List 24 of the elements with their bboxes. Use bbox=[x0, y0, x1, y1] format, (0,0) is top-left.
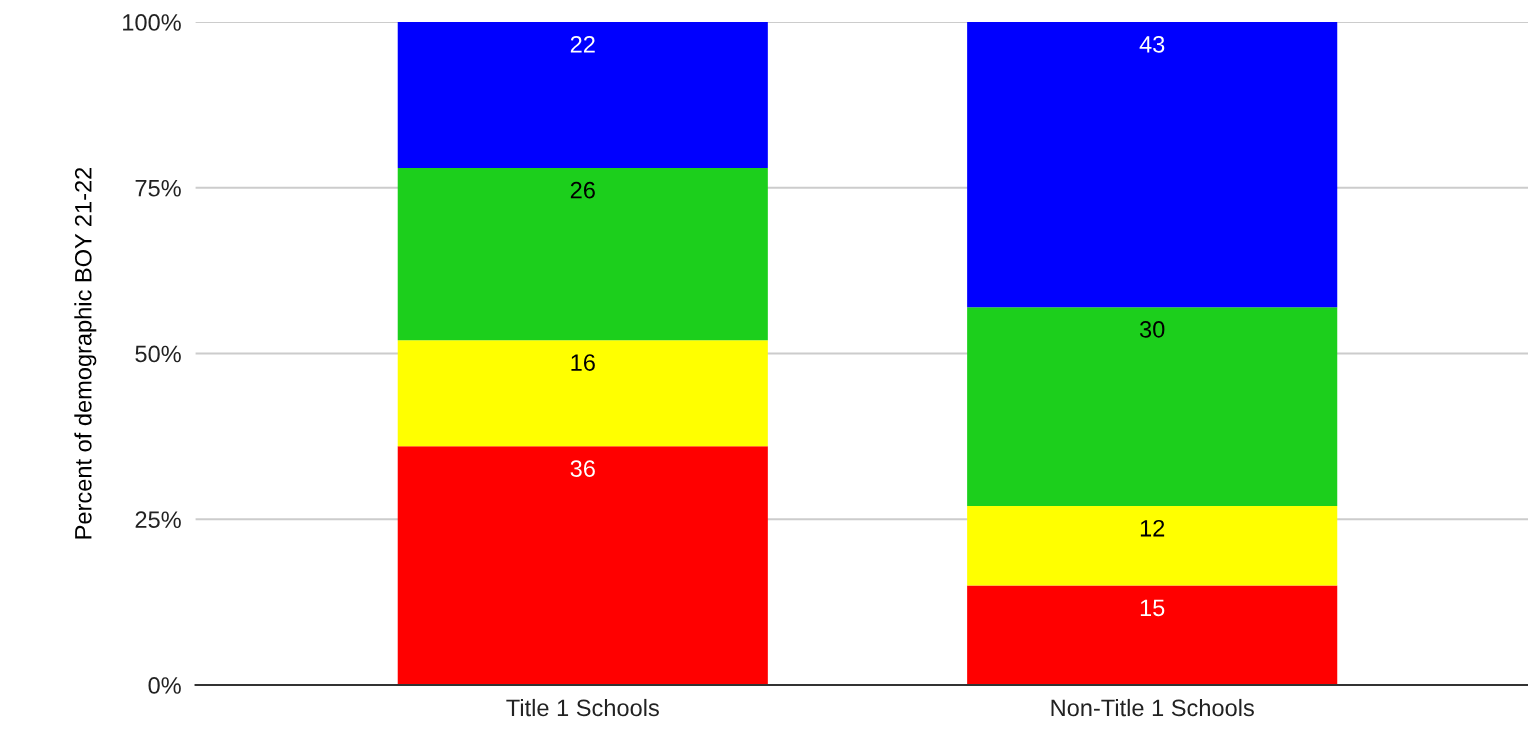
y-tick-label: 0% bbox=[148, 677, 181, 694]
bar bbox=[397, 167, 768, 341]
bar bbox=[397, 446, 768, 686]
data-label: 30 bbox=[1139, 321, 1165, 338]
bar bbox=[967, 307, 1338, 507]
y-tick-label: 50% bbox=[135, 345, 181, 363]
y-tick-label: 75% bbox=[135, 179, 181, 197]
bar bbox=[967, 585, 1338, 686]
data-label: 22 bbox=[570, 35, 595, 53]
data-label: 16 bbox=[571, 354, 595, 371]
data-label: 26 bbox=[570, 181, 595, 199]
bar bbox=[967, 506, 1338, 586]
y-tick-label: 100% bbox=[123, 14, 181, 31]
data-label: 36 bbox=[570, 460, 595, 477]
bar bbox=[397, 22, 768, 168]
data-label: 12 bbox=[1140, 519, 1165, 537]
data-label: 43 bbox=[1139, 35, 1165, 53]
y-tick-label: 25% bbox=[135, 511, 181, 529]
bar bbox=[397, 340, 768, 447]
bar bbox=[967, 22, 1338, 308]
y-axis-title: Percent of demographic BOY 21-22 bbox=[74, 167, 97, 539]
data-label: 15 bbox=[1140, 599, 1165, 617]
x-tick-label: Non-Title 1 Schools bbox=[1051, 698, 1254, 717]
x-tick-label: Title 1 Schools bbox=[506, 698, 659, 717]
